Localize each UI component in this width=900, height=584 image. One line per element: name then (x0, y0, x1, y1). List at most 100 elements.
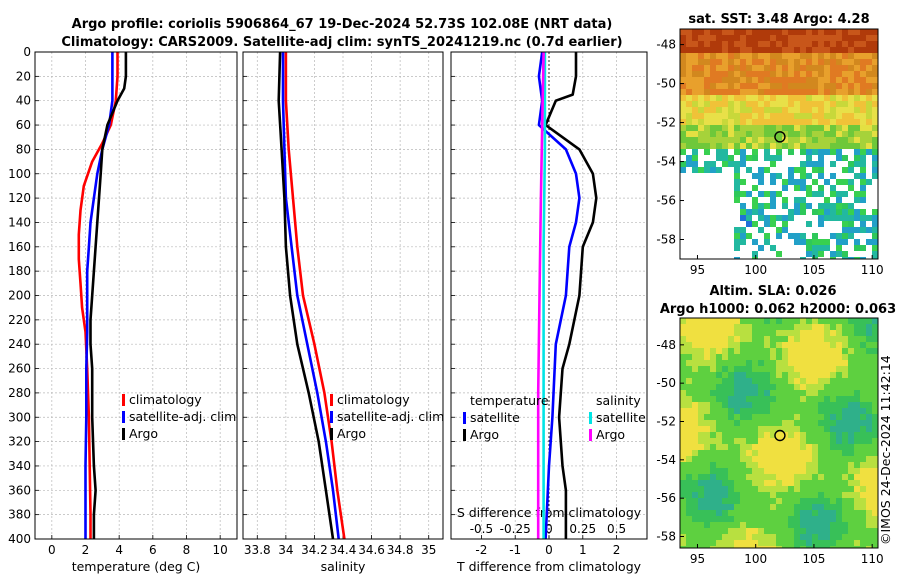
heatmap-cell (680, 522, 686, 528)
heatmap-cell (812, 239, 818, 245)
heatmap-cell (686, 486, 692, 492)
heatmap-cell (728, 384, 734, 390)
heatmap-cell (746, 71, 752, 77)
y-tick-label: 120 (8, 191, 31, 205)
heatmap-cell (758, 113, 764, 119)
heatmap-cell (788, 65, 794, 71)
heatmap-cell (716, 137, 722, 143)
heatmap-cell (860, 143, 866, 149)
heatmap-cell (806, 336, 812, 342)
heatmap-cell (728, 348, 734, 354)
heatmap-cell (818, 53, 824, 59)
heatmap-cell (866, 35, 872, 41)
heatmap-cell (734, 360, 740, 366)
heatmap-cell (680, 366, 686, 372)
heatmap-cell (752, 456, 758, 462)
y-tick-label: -50 (656, 77, 676, 91)
x-tick-label: 10 (213, 543, 228, 557)
s-tick-label: -0.25 (500, 522, 531, 536)
y-tick-label: 340 (8, 459, 31, 473)
heatmap-cell (860, 125, 866, 131)
heatmap-cell (860, 510, 866, 516)
heatmap-cell (752, 522, 758, 528)
heatmap-cell (716, 540, 722, 546)
heatmap-cell (728, 95, 734, 101)
heatmap-cell (740, 101, 746, 107)
heatmap-cell (866, 504, 872, 510)
heatmap-cell (848, 125, 854, 131)
heatmap-cell (746, 540, 752, 546)
heatmap-cell (698, 486, 704, 492)
heatmap-cell (758, 408, 764, 414)
figure-title-line1: Argo profile: coriolis 5906864_67 19-Dec… (72, 17, 613, 32)
heatmap-cell (854, 528, 860, 534)
heatmap-cell (752, 83, 758, 89)
heatmap-cell (812, 71, 818, 77)
heatmap-cell (692, 41, 698, 47)
heatmap-cell (734, 185, 740, 191)
plot-frame (34, 51, 238, 540)
heatmap-cell (764, 408, 770, 414)
heatmap-cell (734, 191, 740, 197)
heatmap-cell (764, 89, 770, 95)
heatmap-cell (818, 462, 824, 468)
heatmap-cell (722, 540, 728, 546)
heatmap-cell (770, 59, 776, 65)
heatmap-cell (782, 65, 788, 71)
y-tick-label: -58 (656, 530, 676, 544)
heatmap-cell (758, 396, 764, 402)
heatmap-cell (818, 330, 824, 336)
heatmap-cell (716, 125, 722, 131)
heatmap-cell (830, 378, 836, 384)
heatmap-cell (812, 438, 818, 444)
heatmap-cell (728, 408, 734, 414)
heatmap-cell (764, 101, 770, 107)
heatmap-cell (770, 534, 776, 540)
heatmap-cell (860, 378, 866, 384)
heatmap-cell (782, 77, 788, 83)
heatmap-cell (860, 360, 866, 366)
heatmap-cell (836, 450, 842, 456)
heatmap-cell (764, 396, 770, 402)
heatmap-cell (728, 468, 734, 474)
heatmap-cell (860, 330, 866, 336)
heatmap-cell (842, 35, 848, 41)
heatmap-cell (836, 528, 842, 534)
heatmap-cell (866, 510, 872, 516)
heatmap-cell (824, 107, 830, 113)
heatmap-cell (866, 534, 872, 540)
heatmap-cell (866, 65, 872, 71)
heatmap-cell (716, 504, 722, 510)
heatmap-cell (794, 53, 800, 59)
heatmap-cell (722, 450, 728, 456)
heatmap-cell (782, 95, 788, 101)
heatmap-cell (734, 540, 740, 546)
heatmap-cell (872, 324, 878, 330)
heatmap-cell (830, 468, 836, 474)
x-tick-label: 35 (421, 543, 436, 557)
heatmap-cell (752, 257, 758, 259)
heatmap-cell (710, 324, 716, 330)
heatmap-cell (692, 492, 698, 498)
heatmap-cell (686, 396, 692, 402)
heatmap-cell (728, 71, 734, 77)
heatmap-cell (734, 366, 740, 372)
heatmap-cell (860, 191, 866, 197)
heatmap-cell (704, 360, 710, 366)
heatmap-cell (806, 360, 812, 366)
heatmap-cell (836, 239, 842, 245)
heatmap-cell (812, 510, 818, 516)
heatmap-cell (818, 239, 824, 245)
heatmap-cell (848, 233, 854, 239)
heatmap-cell (710, 462, 716, 468)
heatmap-cell (794, 396, 800, 402)
heatmap-cell (818, 173, 824, 179)
x-axis-label: salinity (321, 559, 366, 574)
heatmap-cell (716, 414, 722, 420)
heatmap-cell (854, 209, 860, 215)
heatmap-cell (860, 546, 866, 548)
heatmap-cell (806, 384, 812, 390)
heatmap-cell (746, 167, 752, 173)
heatmap-cell (770, 131, 776, 137)
heatmap-cell (680, 414, 686, 420)
